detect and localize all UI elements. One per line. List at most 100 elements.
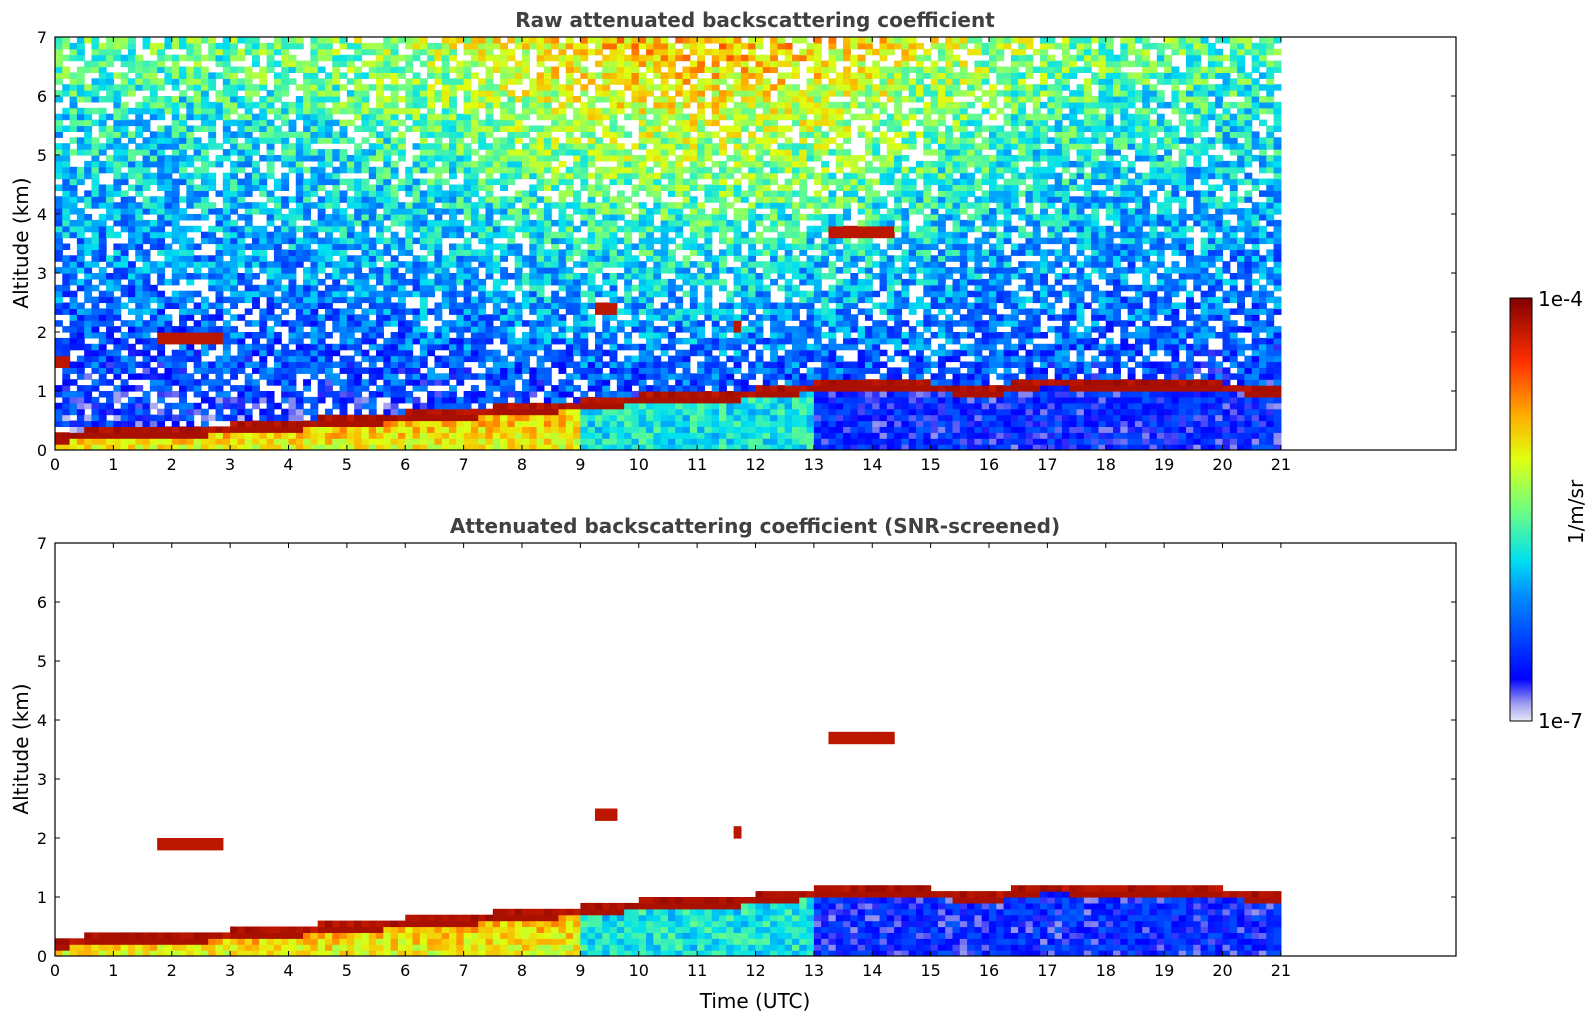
- heatmap-cell: [127, 385, 136, 392]
- heatmap-cell: [434, 184, 443, 191]
- heatmap-cell: [609, 314, 618, 321]
- heatmap-cell: [339, 84, 348, 91]
- heatmap-cell: [609, 396, 618, 404]
- heatmap-cell: [667, 420, 676, 427]
- heatmap-cell: [543, 367, 552, 374]
- heatmap-cell: [653, 96, 662, 103]
- heatmap-cell: [354, 367, 363, 374]
- heatmap-cell: [412, 72, 421, 79]
- heatmap-cell: [252, 208, 260, 215]
- heatmap-cell: [200, 208, 209, 215]
- heatmap-cell: [383, 125, 392, 132]
- heatmap-cell: [208, 178, 217, 186]
- heatmap-cell: [230, 72, 239, 79]
- heatmap-cell: [646, 125, 654, 132]
- heatmap-cell: [675, 438, 684, 445]
- heatmap-cell: [573, 426, 581, 433]
- heatmap-cell: [682, 408, 691, 416]
- heatmap-cell: [252, 113, 260, 121]
- heatmap-cell: [230, 172, 239, 180]
- heatmap-cell: [222, 190, 231, 197]
- heatmap-cell: [179, 391, 187, 398]
- heatmap-cell: [419, 414, 428, 422]
- heatmap-cell: [602, 420, 611, 427]
- heatmap-cell: [456, 160, 465, 168]
- heatmap-cell: [500, 160, 509, 168]
- heatmap-cell: [536, 107, 545, 115]
- heatmap-cell: [405, 438, 414, 445]
- heatmap-cell: [514, 349, 523, 357]
- heatmap-cell: [113, 172, 122, 180]
- heatmap-cell: [193, 308, 202, 315]
- heatmap-cell: [230, 414, 239, 422]
- heatmap-cell: [91, 178, 100, 186]
- heatmap-cell: [580, 172, 589, 180]
- heatmap-cell: [55, 155, 63, 162]
- heatmap-cell: [397, 237, 406, 245]
- heatmap-cell: [127, 202, 136, 209]
- heatmap-cell: [324, 367, 333, 374]
- heatmap-cell: [288, 243, 297, 250]
- heatmap-cell: [222, 402, 231, 410]
- heatmap-cell: [397, 314, 406, 321]
- heatmap-cell: [383, 54, 392, 62]
- heatmap-cell: [179, 119, 187, 127]
- heatmap-cell: [397, 444, 406, 450]
- heatmap-cell: [543, 184, 552, 191]
- heatmap-cell: [259, 137, 268, 144]
- heatmap-cell: [580, 101, 589, 109]
- heatmap-cell: [536, 72, 545, 79]
- heatmap-cell: [478, 137, 487, 144]
- heatmap-cell: [653, 278, 662, 286]
- heatmap-cell: [332, 314, 341, 321]
- heatmap-cell: [697, 107, 706, 115]
- heatmap-cell: [580, 149, 589, 156]
- heatmap-cell: [427, 438, 436, 445]
- heatmap-cell: [573, 243, 581, 250]
- heatmap-cell: [631, 219, 640, 227]
- heatmap-cell: [573, 432, 581, 439]
- heatmap-cell: [120, 190, 129, 197]
- heatmap-cell: [135, 373, 144, 380]
- heatmap-cell: [186, 420, 195, 427]
- heatmap-cell: [405, 326, 414, 333]
- heatmap-cell: [609, 273, 618, 280]
- heatmap-cell: [113, 284, 122, 292]
- heatmap-cell: [507, 149, 516, 156]
- heatmap-cell: [660, 143, 669, 150]
- heatmap-cell: [106, 320, 114, 327]
- heatmap-cell: [179, 349, 187, 357]
- heatmap-cell: [624, 249, 633, 256]
- heatmap-cell: [646, 84, 654, 91]
- heatmap-cell: [295, 414, 304, 422]
- heatmap-cell: [624, 367, 633, 374]
- heatmap-cell: [529, 249, 538, 256]
- heatmap-cell: [463, 202, 472, 209]
- heatmap-cell: [368, 84, 377, 91]
- heatmap-cell: [573, 308, 581, 315]
- heatmap-cell: [332, 296, 341, 304]
- heatmap-cell: [149, 72, 158, 79]
- heatmap-cell: [580, 391, 589, 398]
- heatmap-cell: [427, 396, 436, 404]
- heatmap-cell: [689, 237, 698, 245]
- heatmap-cell: [346, 54, 355, 62]
- heatmap-cell: [660, 396, 669, 404]
- heatmap-cell: [135, 267, 144, 274]
- heatmap-cell: [638, 96, 647, 103]
- heatmap-cell: [222, 178, 231, 186]
- heatmap-cell: [631, 355, 640, 363]
- heatmap-cell: [427, 432, 436, 439]
- heatmap-cell: [602, 308, 611, 315]
- heatmap-cell: [113, 178, 122, 186]
- heatmap-cell: [193, 54, 202, 62]
- heatmap-cell: [368, 113, 377, 121]
- heatmap-cell: [171, 261, 180, 268]
- heatmap-cell: [200, 332, 209, 339]
- heatmap-cell: [624, 261, 633, 268]
- heatmap-cell: [127, 184, 136, 191]
- heatmap-cell: [660, 243, 669, 250]
- heatmap-cell: [317, 414, 326, 422]
- heatmap-cell: [653, 438, 662, 445]
- heatmap-cell: [310, 219, 319, 227]
